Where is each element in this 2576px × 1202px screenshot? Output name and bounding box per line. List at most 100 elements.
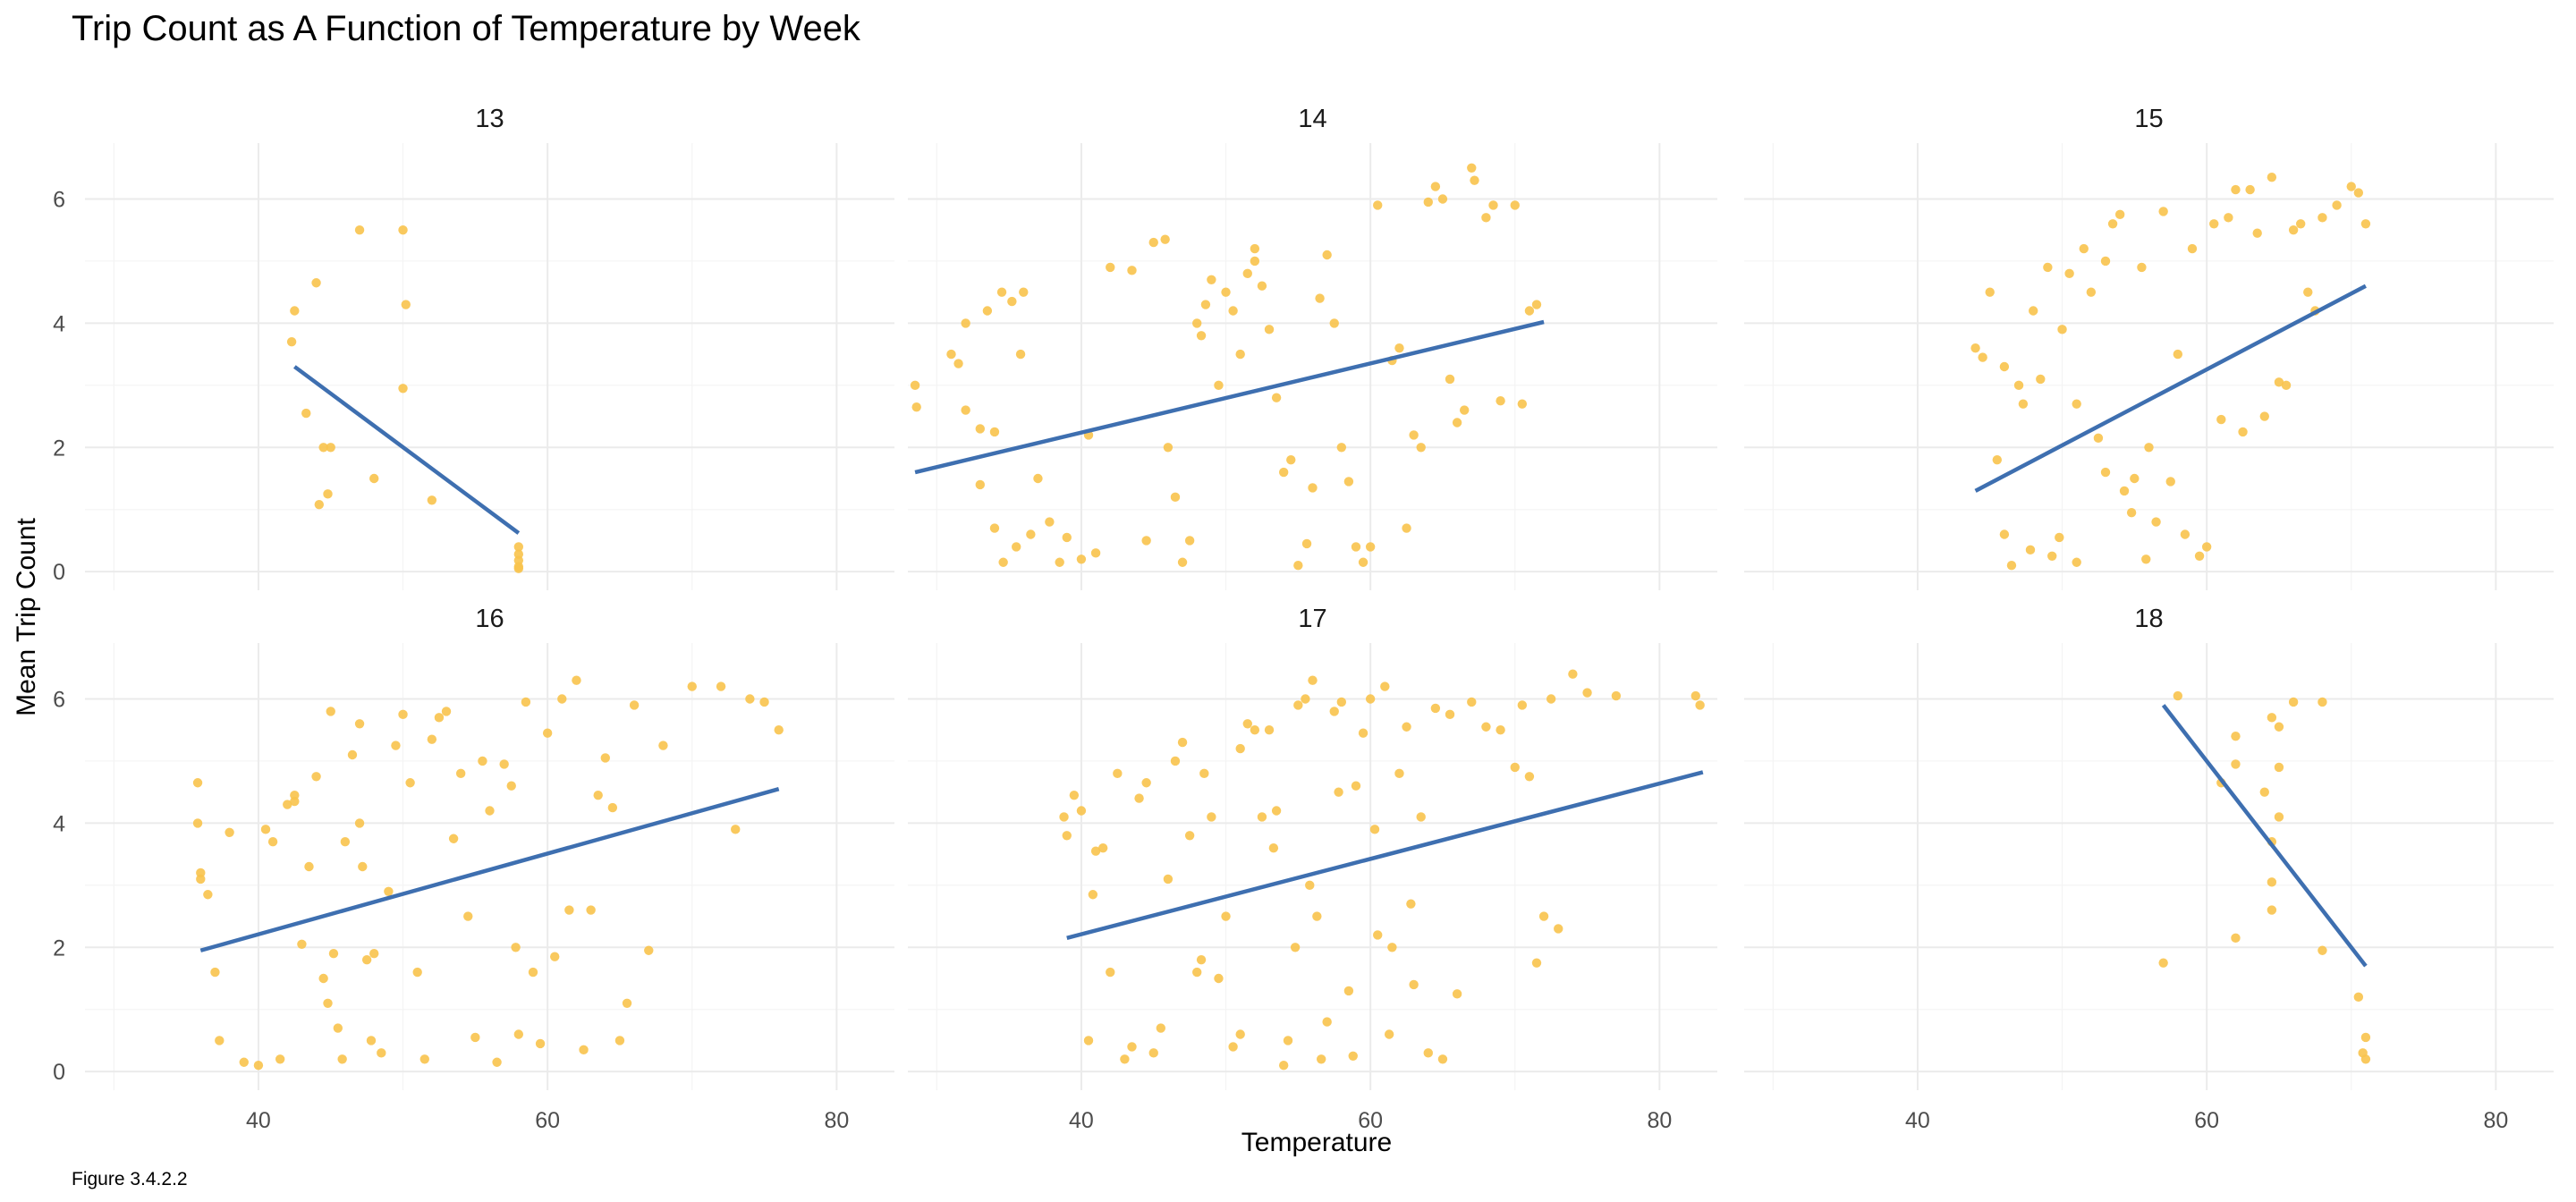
data-point [1045,517,1055,527]
trend-line [292,365,521,535]
data-point [1308,483,1318,493]
data-point [354,225,365,235]
data-point [1394,768,1404,779]
data-point [2086,287,2097,297]
data-point [1228,306,1238,316]
data-point [1055,557,1064,567]
data-point [1554,924,1563,934]
data-point [1467,163,1477,173]
data-point [2100,467,2111,478]
data-point [1329,318,1339,328]
data-point [1007,296,1017,307]
data-point [463,911,473,921]
data-point [427,495,437,505]
data-point [2141,554,2151,564]
data-point [1445,709,1455,720]
data-point [1033,473,1043,484]
data-point [1090,846,1101,856]
facet-label: 13 [475,105,504,133]
data-point [1452,418,1462,427]
data-point [2353,992,2364,1003]
data-point [333,1023,343,1033]
data-point [1062,532,1072,543]
trend-line [914,319,1545,475]
data-point [2231,184,2241,195]
y-tick-label: 6 [53,188,65,213]
data-point [1365,694,1376,704]
data-point [358,861,368,872]
data-point [347,749,358,760]
data-point [328,949,339,959]
data-point [354,719,365,729]
data-point [499,759,509,769]
data-point [1214,973,1224,984]
x-tick-label: 60 [535,1108,560,1133]
data-point [290,306,300,316]
data-point [2274,722,2284,732]
x-tick-label: 60 [1358,1108,1383,1133]
data-point [557,694,567,704]
data-point [196,874,206,885]
data-point [1177,557,1188,567]
data-point [1015,349,1026,360]
data-point [323,998,333,1008]
data-point [1546,694,1556,704]
data-point [1329,707,1339,716]
data-point [2093,433,2104,444]
data-point [1088,890,1098,900]
data-point [2055,532,2064,543]
data-point [1496,395,1505,406]
data-point [1271,806,1282,816]
data-point [1467,697,1477,707]
data-point [1445,374,1455,385]
data-point [283,800,292,809]
data-point [1192,318,1202,328]
data-point [1192,967,1202,978]
data-point [434,713,445,723]
data-point [1690,690,1700,701]
data-point [2360,219,2371,229]
data-point [398,384,408,394]
data-point [2144,443,2154,453]
data-point [2187,243,2198,254]
data-point [311,772,321,782]
data-point [975,479,986,490]
data-point [2173,349,2183,360]
data-point [1336,697,1347,707]
y-tick-label: 4 [53,811,65,836]
data-point [1286,454,1296,465]
data-point [1488,200,1498,210]
data-point [1113,768,1123,779]
data-point [1090,548,1101,558]
data-point [2072,557,2081,567]
data-point [1373,930,1383,940]
data-point [1278,1061,1289,1071]
data-point [1430,703,1441,714]
data-point [2360,1032,2371,1043]
data-point [1695,700,1705,710]
data-point [1293,561,1303,571]
data-point [2259,411,2269,421]
x-tick-label: 40 [1069,1108,1094,1133]
data-point [1369,825,1380,834]
facet-label: 15 [2134,105,2163,133]
data-point [1184,536,1195,546]
data-point [1416,812,1426,822]
data-point [377,1048,386,1058]
data-point [1481,213,1491,223]
data-point [1517,700,1528,710]
data-point [1343,986,1354,996]
data-point [2158,207,2168,216]
data-point [1568,669,1578,679]
data-point [2267,713,2277,723]
data-point [2165,477,2175,487]
data-point [1250,725,1260,735]
data-point [1141,536,1151,546]
data-point [1384,1029,1394,1039]
facet-panel-17: 17 40 60 80 [908,605,1717,1133]
data-point [1170,756,1181,766]
data-point [961,318,970,328]
data-point [1978,352,1987,362]
data-point [1334,787,1343,797]
data-point [629,700,640,710]
